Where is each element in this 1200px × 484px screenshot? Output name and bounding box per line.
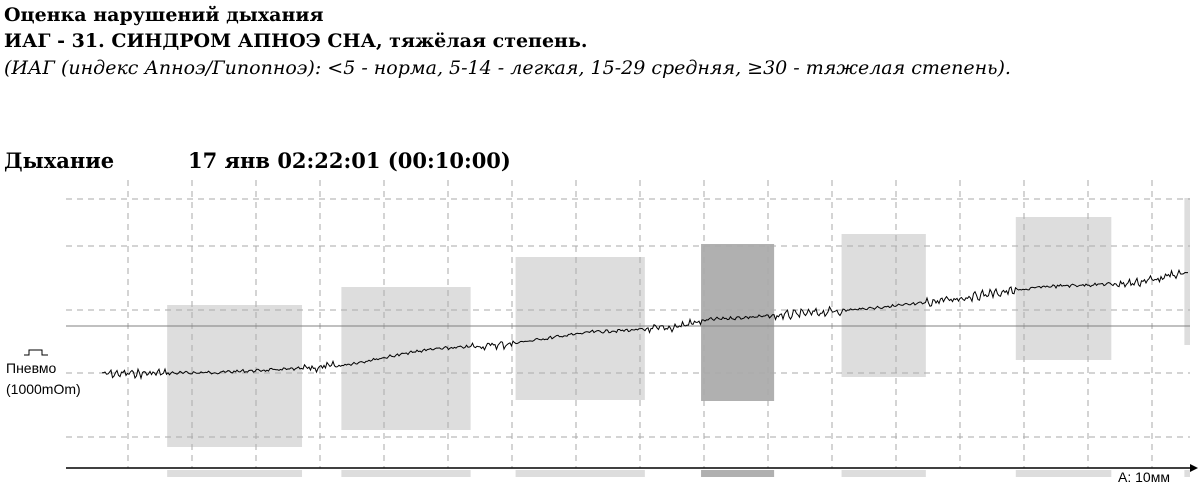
event-block (701, 244, 775, 401)
event-markers (167, 198, 1190, 477)
event-block (341, 287, 471, 430)
event-marker (341, 470, 471, 477)
channel-label: Пневмо (6, 360, 56, 376)
diagnosis-text: . СИНДРОМ АПНОЭ СНА, тяжёлая степень. (98, 30, 588, 52)
event-block (167, 305, 303, 447)
diagnosis-prefix: ИАГ - (4, 30, 72, 52)
event-block (1015, 217, 1112, 360)
event-marker (167, 470, 303, 477)
recording-timestamp: 17 янв 02:22:01 (00:10:00) (188, 148, 511, 173)
event-block (1184, 198, 1190, 345)
scale-label: (1000mOm) (6, 381, 81, 397)
event-marker (515, 470, 645, 477)
amplitude-label: А: 10мм (1118, 469, 1170, 484)
event-marker (701, 470, 775, 477)
pneumo-trace (102, 268, 1188, 381)
event-marker (1015, 470, 1112, 477)
event-marker (1184, 470, 1190, 477)
calibration-pulse-icon (24, 349, 48, 356)
event-block (515, 257, 645, 400)
chart-grid (66, 180, 1190, 468)
diagnosis-line: ИАГ - 31. СИНДРОМ АПНОЭ СНА, тяжёлая сте… (4, 30, 587, 52)
page-title: Оценка нарушений дыхания (4, 4, 324, 26)
index-legend-note: (ИАГ (индекс Апноэ/Гипопноэ): <5 - норма… (4, 57, 1011, 79)
event-marker (841, 470, 926, 477)
section-title: Дыхание (4, 148, 115, 173)
diagnosis-value: 31 (71, 30, 99, 52)
event-block (841, 234, 926, 377)
x-axis-arrow-icon (1190, 464, 1198, 472)
